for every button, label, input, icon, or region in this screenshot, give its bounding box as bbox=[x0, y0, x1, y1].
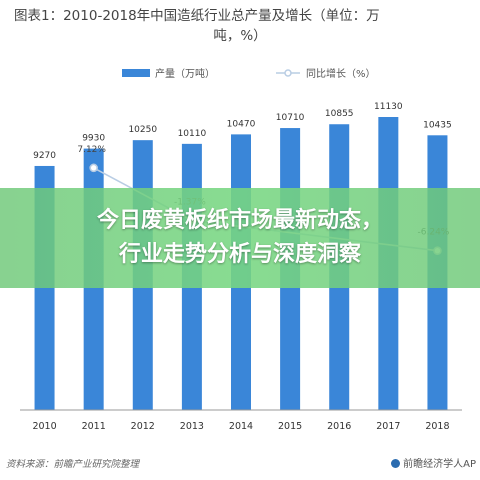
x-tick-label: 2014 bbox=[229, 421, 253, 432]
legend-marker-growth bbox=[284, 69, 292, 77]
bar-value-label: 10250 bbox=[128, 125, 157, 135]
x-tick-label: 2010 bbox=[32, 421, 56, 432]
chart-title: 图表1：2010-2018年中国造纸行业总产量及增长（单位：万 吨，%） bbox=[14, 6, 466, 46]
x-tick-label: 2011 bbox=[82, 421, 106, 432]
bar-value-label: 9270 bbox=[33, 151, 56, 161]
source-note: 资料来源：前瞻产业研究院整理 bbox=[6, 459, 140, 470]
bar-value-label: 10710 bbox=[276, 113, 305, 123]
x-tick-label: 2017 bbox=[376, 421, 400, 432]
headline-line1: 今日废黄板纸市场最新动态， bbox=[96, 208, 383, 233]
growth-value-label: 7.12% bbox=[77, 145, 106, 155]
chart-title-line2: 吨，%） bbox=[213, 28, 267, 44]
brand-logo-icon bbox=[391, 459, 401, 468]
chart-title-line1: 图表1：2010-2018年中国造纸行业总产量及增长（单位：万 bbox=[14, 8, 380, 24]
x-tick-label: 2018 bbox=[425, 421, 449, 432]
bar-value-label: 10470 bbox=[227, 119, 256, 129]
headline-banner: 今日废黄板纸市场最新动态， 行业走势分析与深度洞察 bbox=[0, 188, 480, 288]
brand-text: 前瞻经济学人AP bbox=[403, 459, 476, 470]
bar-value-label: 10110 bbox=[178, 129, 207, 139]
headline-line2: 行业走势分析与深度洞察 bbox=[118, 242, 361, 267]
legend-label-bars: 产量（万吨） bbox=[155, 67, 215, 80]
brand-label: 前瞻经济学人AP bbox=[391, 455, 476, 470]
x-tick-label: 2013 bbox=[180, 421, 204, 432]
growth-point bbox=[89, 163, 98, 173]
legend-swatch-bars bbox=[122, 69, 150, 77]
x-tick-label: 2016 bbox=[327, 421, 351, 432]
x-tick-label: 2015 bbox=[278, 421, 302, 432]
bar-value-label: 11130 bbox=[374, 102, 403, 112]
bar-value-label: 10855 bbox=[325, 109, 354, 119]
x-tick-label: 2012 bbox=[131, 421, 155, 432]
bar-value-label: 10435 bbox=[423, 120, 452, 130]
legend-label-growth: 同比增长（%） bbox=[306, 67, 376, 80]
bar-value-label: 9930 bbox=[82, 134, 105, 144]
